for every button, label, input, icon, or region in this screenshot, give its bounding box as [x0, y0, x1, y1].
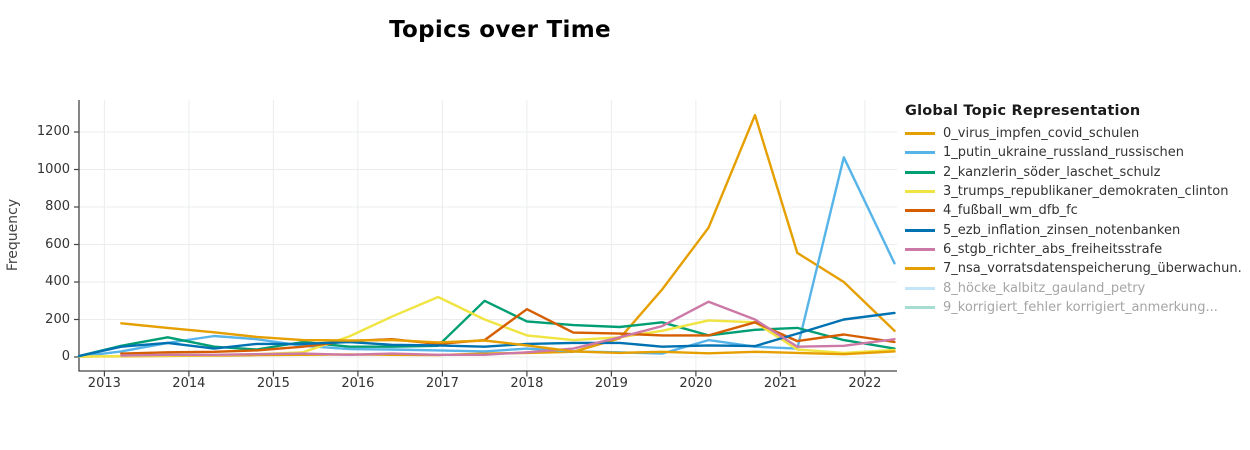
x-axis-tick-labels: 2013 2014 2015 2016 2017 2018 2019 2020 2021 2022 — [74, 376, 903, 396]
legend-swatch — [905, 209, 935, 213]
legend-item-5[interactable]: 5_ezb_inflation_zinsen_notenbanken — [905, 220, 1250, 239]
x-tick-label: 2018 — [510, 376, 544, 391]
y-tick-label: 600 — [45, 236, 70, 252]
legend-item-label: 4_fußball_wm_dfb_fc — [943, 203, 1078, 219]
plot-area[interactable] — [74, 100, 903, 383]
legend-item-4[interactable]: 4_fußball_wm_dfb_fc — [905, 201, 1250, 220]
legend-item-label: 7_nsa_vorratsdatenspeicherung_überwachun… — [943, 261, 1242, 277]
legend-item-7[interactable]: 7_nsa_vorratsdatenspeicherung_überwachun… — [905, 259, 1250, 278]
series-line-5[interactable] — [77, 311, 896, 358]
legend-swatch — [905, 151, 935, 155]
y-axis-tick-labels: 0 200 400 600 800 1000 1200 — [0, 100, 70, 371]
legend-item-label: 1_putin_ukraine_russland_russischen — [943, 145, 1184, 161]
x-tick-label: 2019 — [594, 376, 628, 391]
legend-items: 0_virus_impfen_covid_schulen 1_putin_ukra… — [905, 124, 1250, 317]
legend-item-label: 2_kanzlerin_söder_laschet_schulz — [943, 164, 1161, 180]
legend-item-label: 9_korrigiert_fehler korrigiert_anmerkung… — [943, 299, 1218, 315]
legend-item-9[interactable]: 9_korrigiert_fehler korrigiert_anmerkung… — [905, 298, 1250, 317]
legend-swatch — [905, 286, 935, 290]
x-tick-label: 2017 — [425, 376, 459, 391]
legend-item-3[interactable]: 3_trumps_republikaner_demokraten_clinton — [905, 182, 1250, 201]
x-tick-label: 2014 — [172, 376, 206, 391]
legend-title: Global Topic Representation — [905, 103, 1141, 119]
y-tick-label: 400 — [45, 274, 70, 289]
x-tick-label: 2016 — [341, 376, 375, 391]
y-tick-label: 200 — [45, 311, 70, 327]
x-tick-label: 2020 — [679, 376, 713, 391]
legend-swatch — [905, 228, 935, 232]
legend-item-label: 0_virus_impfen_covid_schulen — [943, 126, 1140, 142]
legend-item-2[interactable]: 2_kanzlerin_söder_laschet_schulz — [905, 163, 1250, 182]
plot-container — [74, 100, 903, 387]
legend-swatch — [905, 170, 935, 174]
series-line-6[interactable] — [120, 300, 896, 357]
series-line-2[interactable] — [77, 299, 896, 358]
series-line-7[interactable] — [120, 322, 896, 356]
y-tick-label: 1000 — [36, 161, 70, 177]
x-tick-label: 2022 — [848, 376, 882, 391]
legend-item-label: 8_höcke_kalbitz_gauland_petry — [943, 280, 1146, 296]
axis-tick-marks — [74, 131, 866, 377]
y-tick-label: 800 — [45, 199, 70, 214]
legend-item-label: 5_ezb_inflation_zinsen_notenbanken — [943, 222, 1181, 238]
legend-swatch — [905, 132, 935, 136]
axis-lines — [78, 100, 897, 372]
legend-swatch — [905, 267, 935, 271]
chart-title: Topics over Time — [389, 17, 611, 43]
legend-item-6[interactable]: 6_stgb_richter_abs_freiheitsstrafe — [905, 240, 1250, 259]
legend: Global Topic Representation 0_virus_impf… — [905, 103, 1250, 317]
series-line-1[interactable] — [77, 156, 896, 358]
legend-item-label: 3_trumps_republikaner_demokraten_clinton — [943, 184, 1229, 200]
legend-swatch — [905, 305, 935, 309]
legend-item-8[interactable]: 8_höcke_kalbitz_gauland_petry — [905, 278, 1250, 297]
legend-item-label: 6_stgb_richter_abs_freiheitsstrafe — [943, 241, 1163, 257]
x-tick-label: 2013 — [87, 376, 121, 391]
legend-swatch — [905, 247, 935, 251]
x-tick-label: 2015 — [256, 376, 290, 391]
y-tick-label: 0 — [61, 349, 70, 364]
legend-item-1[interactable]: 1_putin_ukraine_russland_russischen — [905, 143, 1250, 162]
y-tick-label: 1200 — [36, 124, 70, 139]
legend-item-0[interactable]: 0_virus_impfen_covid_schulen — [905, 124, 1250, 143]
legend-swatch — [905, 190, 935, 194]
x-tick-label: 2021 — [763, 376, 797, 391]
